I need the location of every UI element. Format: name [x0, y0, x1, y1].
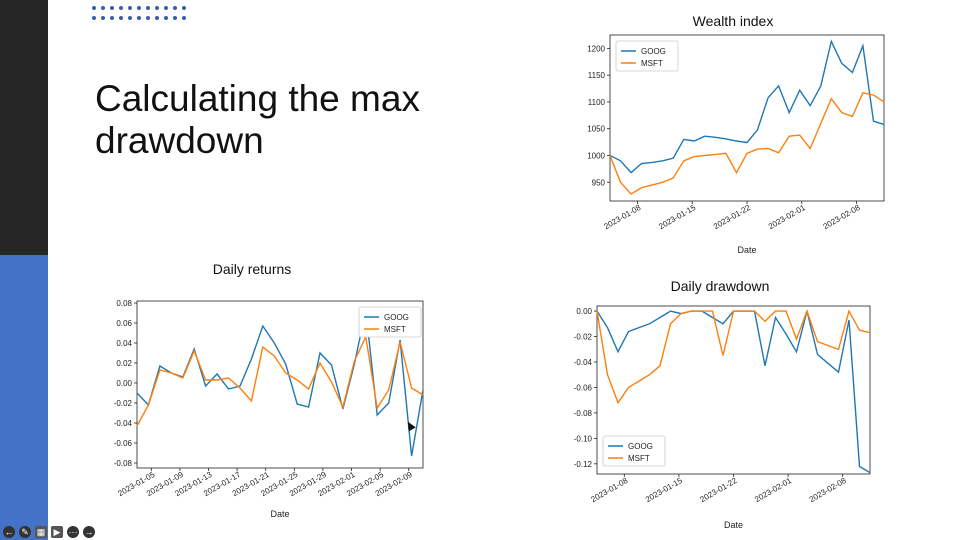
x-axis-label: Date — [270, 509, 289, 519]
series-line-msft — [609, 91, 885, 195]
x-tick-label: 2023-02-08 — [808, 476, 848, 505]
y-tick-label: -0.06 — [114, 439, 133, 448]
wealth-index-title: Wealth index — [692, 13, 774, 29]
dot — [101, 16, 105, 20]
y-tick-label: 950 — [592, 178, 606, 187]
daily-returns-svg: -0.08 -0.06 -0.04 -0.02 0.00 0.02 0.04 0.06 0.08… — [114, 299, 424, 519]
dot — [164, 16, 168, 20]
more-icon[interactable]: ⋯ — [67, 526, 79, 538]
daily-returns-title: Daily returns — [212, 261, 292, 277]
dot — [182, 6, 186, 10]
dot — [128, 6, 132, 10]
pen-icon[interactable]: ✎ — [19, 526, 31, 538]
dot — [110, 6, 114, 10]
y-tick-label: -0.08 — [114, 459, 133, 468]
y-tick-label: 1000 — [587, 151, 605, 160]
y-tick-label: -0.06 — [574, 383, 593, 392]
x-tick-label: 2023-02-08 — [822, 203, 862, 232]
daily-drawdown-title: Daily drawdown — [670, 278, 770, 294]
left-blue-band — [0, 255, 48, 540]
legend-label: MSFT — [628, 454, 650, 463]
y-tick-label: -0.08 — [574, 409, 593, 418]
dot — [164, 6, 168, 10]
y-tick-label: 0.00 — [576, 307, 592, 316]
y-tick-label: 0.00 — [116, 379, 132, 388]
y-tick-label: 0.04 — [116, 339, 132, 348]
daily-drawdown-chart: Daily drawdown -0.12 -0.10 -0.08 -0.06 -0.04… — [530, 276, 910, 538]
wealth-index-chart: Wealth index 950 1000 1050 1100 1150 1200 2023… — [548, 10, 918, 260]
y-tick-label: 1150 — [588, 71, 606, 80]
x-tick-label: 2023-01-08 — [589, 476, 629, 505]
x-tick-label: 2023-01-08 — [602, 203, 642, 232]
y-tick-label: -0.10 — [574, 434, 593, 443]
decorative-dots — [92, 6, 190, 28]
forward-icon[interactable]: → — [83, 526, 95, 538]
dot — [137, 16, 141, 20]
dot — [119, 16, 123, 20]
legend: GOOG MSFT — [602, 435, 666, 467]
legend: GOOG MSFT — [615, 40, 679, 72]
x-tick-label: 2023-01-15 — [657, 203, 697, 232]
series-line-goog — [609, 39, 885, 174]
plot-frame — [136, 300, 424, 469]
dot — [128, 16, 132, 20]
x-tick-label: 2023-01-22 — [712, 203, 752, 232]
y-tick-label: -0.02 — [574, 333, 593, 342]
dot — [101, 6, 105, 10]
y-tick-label: -0.12 — [574, 460, 593, 469]
legend-label: MSFT — [384, 325, 406, 334]
dot — [173, 6, 177, 10]
dot — [173, 16, 177, 20]
y-tick-label: 0.02 — [116, 359, 132, 368]
x-tick-label: 2023-02-01 — [767, 203, 807, 232]
series-line-msft — [596, 309, 871, 405]
daily-returns-chart: Daily returns -0.08 -0.06 -0.04 -0.02 0.00 0.… — [82, 258, 442, 528]
y-tick-label: -0.04 — [574, 358, 593, 367]
dot — [146, 16, 150, 20]
y-tick-label: 0.06 — [116, 319, 132, 328]
y-tick-label: -0.04 — [114, 419, 133, 428]
x-tick-label: 2023-02-01 — [753, 476, 793, 505]
camera-icon[interactable]: ▶ — [51, 526, 63, 538]
captions-icon[interactable]: ▦ — [35, 526, 47, 538]
x-tick-label: 2023-01-15 — [644, 476, 684, 505]
dot — [155, 16, 159, 20]
y-tick-label: 0.08 — [116, 299, 132, 308]
dot — [146, 6, 150, 10]
dot — [155, 6, 159, 10]
y-tick-label: 1050 — [587, 125, 605, 134]
dot — [92, 6, 96, 10]
y-tick-label: 1200 — [587, 44, 605, 53]
series-line-msft — [136, 334, 424, 427]
slide-title: Calculating the max drawdown — [95, 78, 420, 161]
left-dark-band — [0, 0, 48, 255]
y-tick-label: -0.02 — [114, 399, 133, 408]
legend-label: GOOG — [628, 442, 653, 451]
dot — [110, 16, 114, 20]
x-axis-label: Date — [724, 520, 743, 530]
dot — [182, 16, 186, 20]
y-tick-label: 1100 — [588, 98, 606, 107]
wealth-index-svg: 950 1000 1050 1100 1150 1200 2023-01-08 2023-01… — [587, 34, 885, 255]
x-axis-label: Date — [737, 245, 756, 255]
dot — [137, 6, 141, 10]
presentation-toolbar: ← ✎ ▦ ▶ ⋯ → — [3, 524, 95, 540]
legend: GOOG MSFT — [358, 306, 422, 338]
daily-drawdown-svg: -0.12 -0.10 -0.08 -0.06 -0.04 -0.02 0.00 2023-0… — [574, 305, 871, 530]
legend-label: MSFT — [641, 59, 663, 68]
dot — [92, 16, 96, 20]
legend-label: GOOG — [641, 47, 666, 56]
back-icon[interactable]: ← — [3, 526, 15, 538]
legend-label: GOOG — [384, 313, 409, 322]
dot — [119, 6, 123, 10]
x-tick-label: 2023-01-22 — [699, 476, 739, 505]
